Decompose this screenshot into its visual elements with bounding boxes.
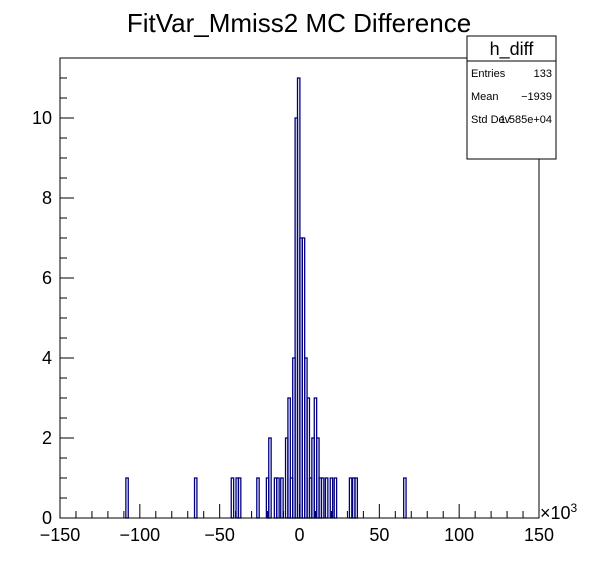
x-multiplier: ×103	[540, 501, 578, 523]
histogram-bar	[276, 477, 280, 519]
x-tick-label: 50	[369, 525, 389, 545]
x-tick-label: 0	[294, 525, 304, 545]
histogram-bars	[125, 77, 407, 519]
histogram-bar	[125, 477, 129, 519]
histogram-bar	[333, 477, 338, 519]
x-tick-label: 100	[444, 525, 474, 545]
x-tick-label: −100	[120, 525, 161, 545]
stats-box: h_diff Entries 133 Mean −1939 Std Dev 1.…	[466, 35, 557, 160]
y-tick-label: 6	[42, 268, 52, 288]
chart-title: FitVar_Mmiss2 MC Difference	[127, 8, 471, 38]
histogram-bar	[403, 477, 407, 519]
y-tick-label: 8	[42, 188, 52, 208]
stats-box-title: h_diff	[490, 39, 535, 60]
histogram-bar	[256, 477, 260, 519]
y-tick-label: 10	[32, 108, 52, 128]
y-axis: 0 2 4 6 8 10	[32, 57, 74, 528]
stats-entries-value: 133	[534, 68, 552, 80]
histogram-bar	[324, 477, 329, 519]
x-tick-label: −150	[40, 525, 81, 545]
x-axis: −150 −100 −50 0 50 100 150	[40, 504, 554, 545]
y-tick-label: 2	[42, 428, 52, 448]
histogram-bar	[280, 477, 284, 519]
stats-box-frame	[466, 35, 557, 160]
histogram-bar	[193, 477, 198, 519]
stats-mean-label: Mean	[471, 91, 499, 103]
stats-stddev-value: 1.585e+04	[500, 114, 552, 126]
y-tick-label: 4	[42, 348, 52, 368]
x-tick-label: −50	[204, 525, 235, 545]
y-tick-label: 0	[42, 508, 52, 528]
histogram-bar	[354, 477, 359, 519]
stats-stddev-label: Std Dev	[471, 114, 511, 126]
stats-entries-label: Entries	[471, 68, 506, 80]
histogram-bar	[237, 477, 242, 519]
x-tick-label: 150	[524, 525, 554, 545]
histogram-bar	[320, 477, 325, 519]
histogram-bar	[348, 477, 353, 519]
stats-mean-value: −1939	[521, 91, 552, 103]
histogram-bar	[230, 477, 235, 519]
histogram-bar	[268, 437, 272, 519]
